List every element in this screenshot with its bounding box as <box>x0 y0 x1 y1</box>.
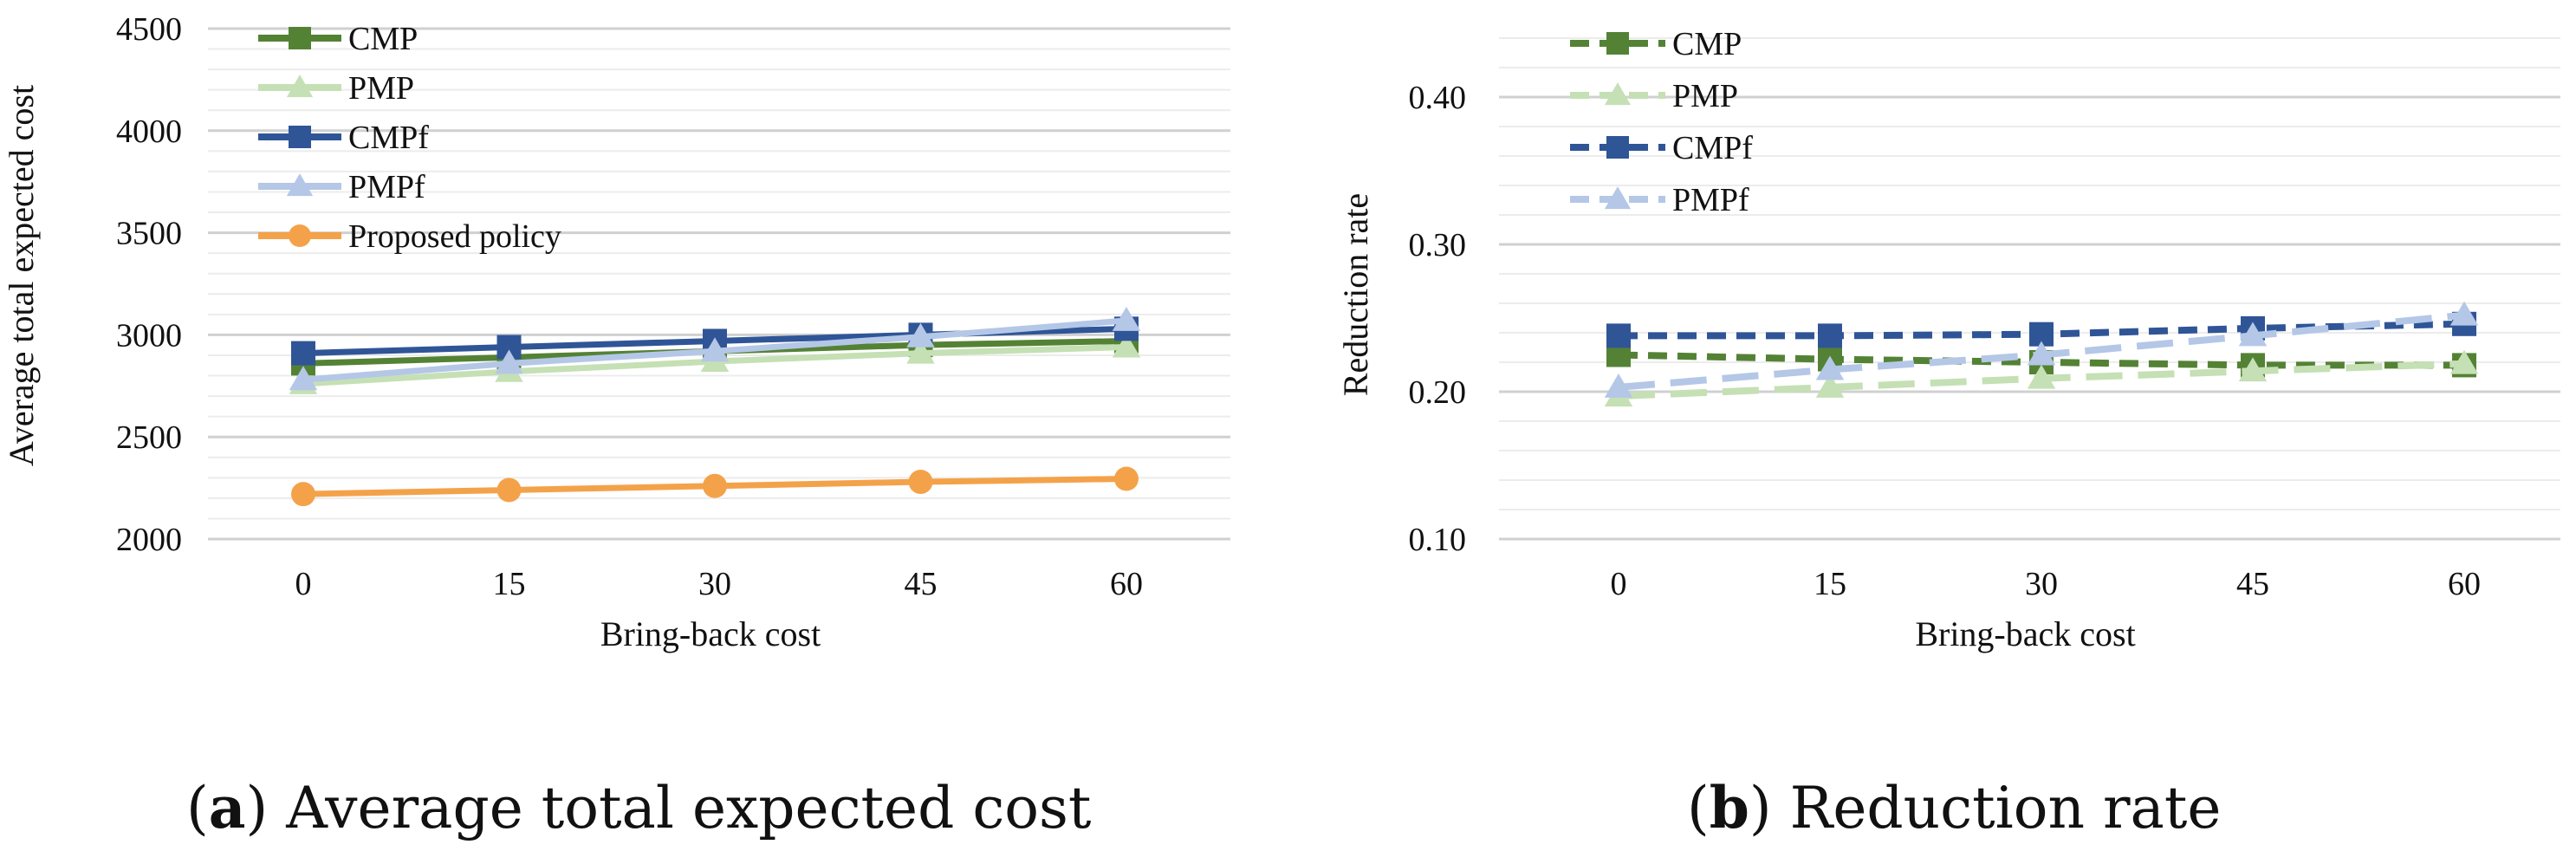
y-tick-label: 4500 <box>116 11 182 48</box>
y-tick-label: 0.30 <box>1409 227 1467 263</box>
legend-marker <box>1604 82 1632 106</box>
y-axis-title: Average total expected cost <box>2 85 41 466</box>
legend-item: PMP <box>258 70 414 107</box>
data-point <box>1114 466 1139 491</box>
data-point <box>289 366 318 391</box>
legend-item: PMPf <box>258 169 425 205</box>
legend: CMP PMP CMPf PMPf <box>1570 26 1753 218</box>
data-point <box>495 349 523 374</box>
data-point <box>700 337 730 362</box>
series-pmpf <box>1604 301 2479 398</box>
legend-marker <box>286 173 314 197</box>
data-point <box>496 477 522 503</box>
legend-marker <box>1606 136 1629 159</box>
legend-label: CMPf <box>1672 130 1753 166</box>
data-point <box>703 473 727 498</box>
legend-label: PMPf <box>1672 182 1749 218</box>
data-point <box>2449 349 2479 374</box>
data-point <box>1815 373 1845 398</box>
legend-item: CMPf <box>258 120 429 156</box>
y-tick-label: 0.10 <box>1409 522 1467 558</box>
legend-item: CMP <box>258 21 418 57</box>
y-tick-label: 0.20 <box>1409 374 1467 411</box>
caption-a: (a) Average total expected cost <box>186 774 1092 841</box>
legend-item: CMP <box>1570 26 1742 62</box>
legend-item: Proposed policy <box>258 218 561 255</box>
y-tick-label: 0.40 <box>1409 80 1467 116</box>
data-point <box>2027 341 2056 366</box>
chart-b: 0.10 0.20 0.30 0.40 0 15 30 45 60 Bring-back cost… <box>1336 26 2560 653</box>
data-point <box>1818 323 1842 348</box>
legend-marker <box>289 126 311 148</box>
legend-marker <box>1606 32 1629 55</box>
data-point <box>2238 357 2268 382</box>
x-tick-label: 45 <box>2236 566 2269 602</box>
legend-item: PMPf <box>1570 182 1749 218</box>
legend-label: PMP <box>1672 78 1738 114</box>
legend-marker <box>289 27 311 49</box>
x-tick-label: 15 <box>493 566 526 602</box>
x-tick-label: 30 <box>698 566 731 602</box>
data-point <box>2238 322 2268 347</box>
chart-a: 2000 2500 3000 3500 4000 4500 0 15 30 45 60 Bring-b… <box>2 11 1230 653</box>
legend-marker <box>1604 186 1632 210</box>
data-point <box>906 339 935 364</box>
data-point <box>1815 355 1845 380</box>
x-tick-label: 0 <box>295 566 312 602</box>
x-tick-label: 15 <box>1814 566 1846 602</box>
gridlines <box>208 27 1230 541</box>
caption-b: (b) Reduction rate <box>1687 774 2222 841</box>
y-axis-title: Reduction rate <box>1336 193 1375 396</box>
y-tick-label: 2000 <box>116 522 182 558</box>
x-axis-title: Bring-back cost <box>1915 614 2135 653</box>
series-pmpf <box>289 306 1141 391</box>
x-tick-label: 60 <box>1110 566 1143 602</box>
legend-label: CMP <box>1672 26 1742 62</box>
legend: CMP PMP CMPf PMPf Proposed policy <box>258 21 561 255</box>
y-tick-label: 2500 <box>116 419 182 456</box>
y-tick-label: 3500 <box>116 216 182 252</box>
x-tick-label: 45 <box>905 566 938 602</box>
legend-item: PMP <box>1570 78 1738 114</box>
x-tick-label: 30 <box>2025 566 2058 602</box>
legend-marker <box>286 75 314 98</box>
legend-label: PMP <box>348 70 414 107</box>
legend-label: Proposed policy <box>348 218 561 255</box>
legend-label: CMP <box>348 21 418 57</box>
data-point <box>291 341 315 366</box>
data-point <box>906 322 935 348</box>
y-tick-label: 3000 <box>116 317 182 354</box>
data-point <box>1112 306 1141 331</box>
x-axis-title: Bring-back cost <box>600 614 821 653</box>
data-point <box>908 470 933 495</box>
x-tick-label: 60 <box>2448 566 2481 602</box>
data-point <box>1606 323 1631 348</box>
legend-marker <box>289 224 311 247</box>
data-point <box>2027 364 2056 389</box>
data-point <box>1604 373 1633 398</box>
legend-item: CMPf <box>1570 130 1753 166</box>
y-tick-label: 4000 <box>116 114 182 150</box>
series-proposed-policy <box>291 466 1139 507</box>
data-point <box>291 482 315 507</box>
data-point <box>2449 301 2479 326</box>
gridlines <box>1499 37 2560 541</box>
legend-label: PMPf <box>348 169 425 205</box>
x-tick-label: 0 <box>1611 566 1627 602</box>
legend-label: CMPf <box>348 120 429 156</box>
data-point <box>1112 333 1141 358</box>
